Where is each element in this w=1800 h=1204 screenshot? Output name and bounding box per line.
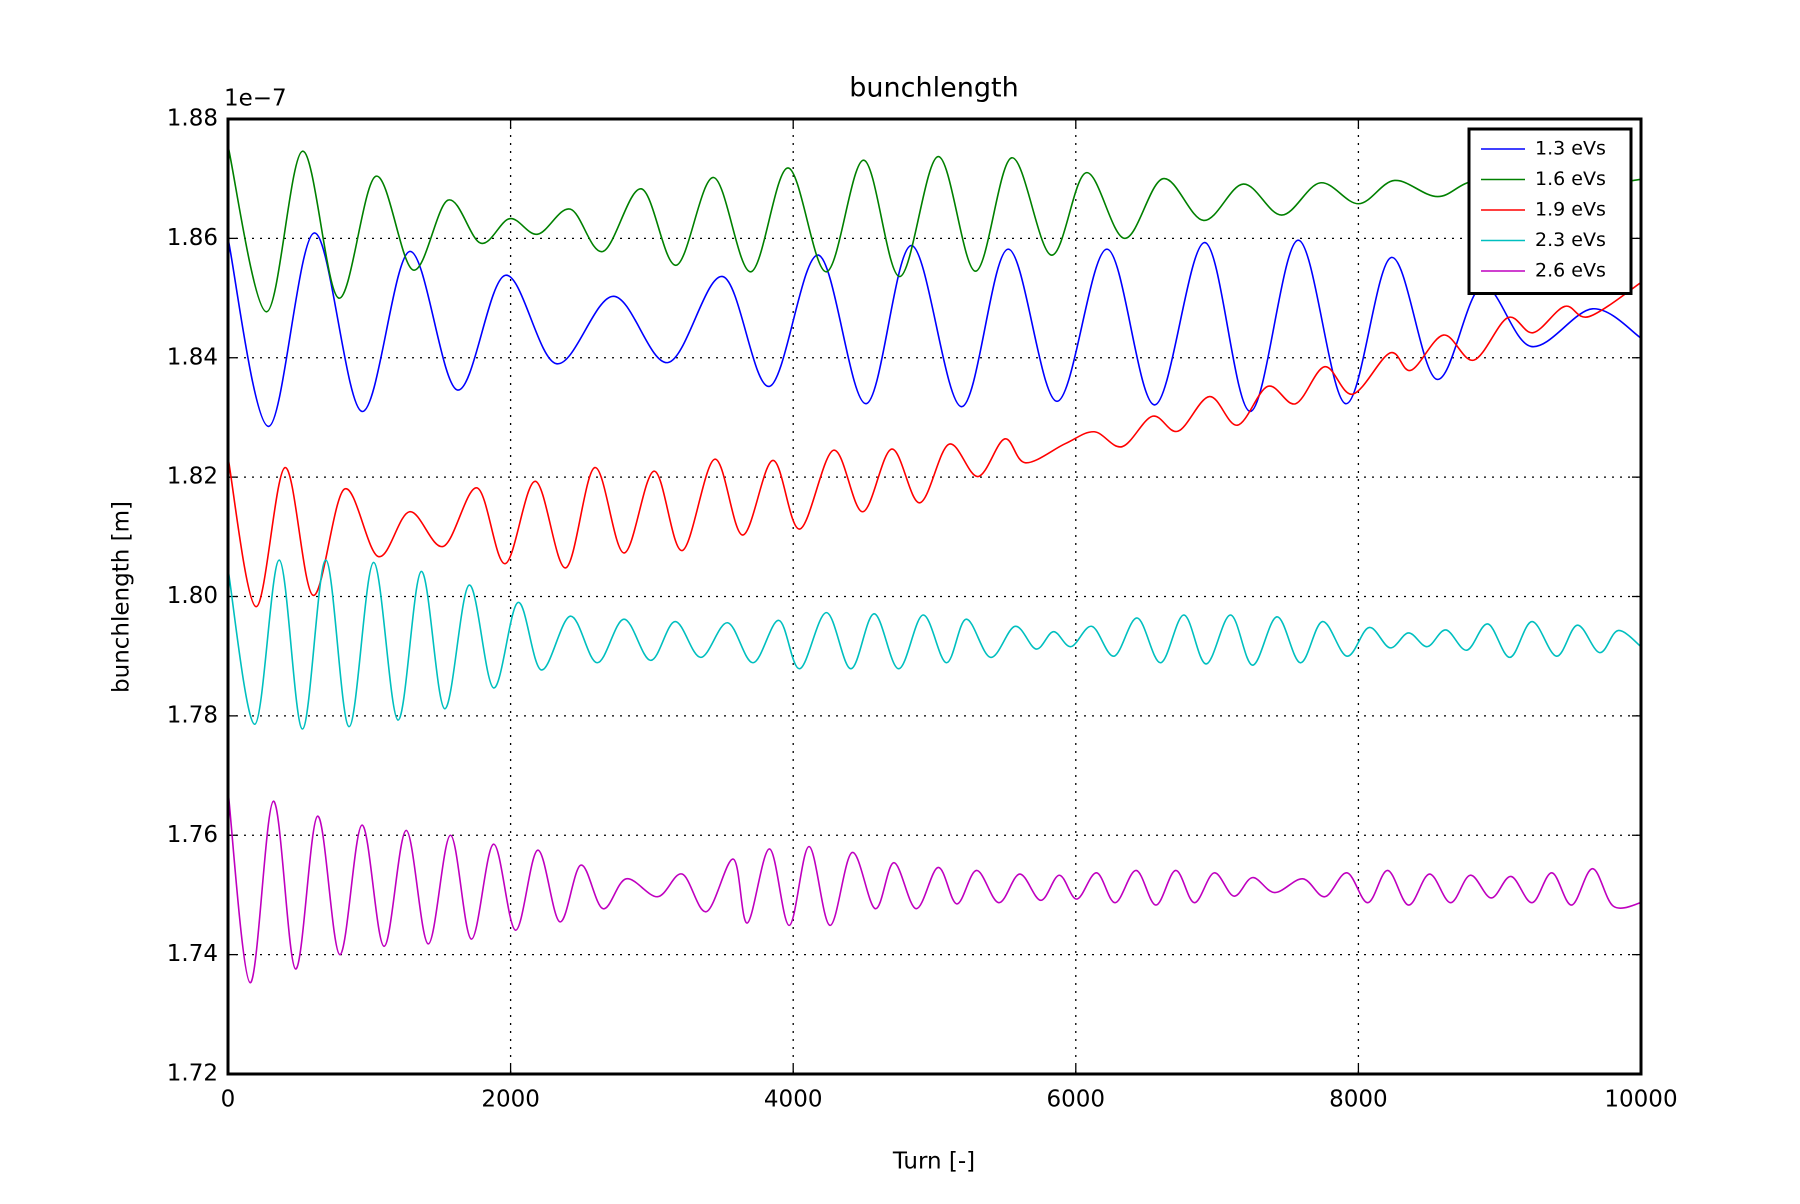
series-line xyxy=(228,232,1641,428)
y-tick-label: 1.80 xyxy=(167,583,218,609)
legend-box xyxy=(1467,127,1633,295)
legend-label: 1.6 eVs xyxy=(1535,168,1606,190)
y-tick-label: 1.72 xyxy=(167,1061,218,1087)
legend-label: 2.3 eVs xyxy=(1535,229,1606,251)
y-axis-label: bunchlength [m] xyxy=(109,501,135,693)
legend-label: 2.6 eVs xyxy=(1535,260,1606,282)
y-tick-label: 1.76 xyxy=(167,822,218,848)
y-tick-label: 1.74 xyxy=(167,941,218,967)
x-tick-label: 4000 xyxy=(764,1087,823,1113)
series-line xyxy=(228,281,1641,608)
legend-label: 1.3 eVs xyxy=(1535,138,1606,160)
y-tick-label: 1.86 xyxy=(167,225,218,251)
x-tick-label: 2000 xyxy=(481,1087,540,1113)
y-tick-label: 1.84 xyxy=(167,344,218,370)
y-tick-label: 1.82 xyxy=(167,464,218,490)
series-line xyxy=(228,790,1641,984)
y-offset-label: 1e−7 xyxy=(224,86,287,112)
y-tick-label: 1.78 xyxy=(167,702,218,728)
x-tick-label: 0 xyxy=(221,1087,236,1113)
x-tick-label: 6000 xyxy=(1047,1087,1106,1113)
plot-frame xyxy=(226,117,1643,1076)
series-line xyxy=(228,559,1641,730)
series-line xyxy=(228,145,1641,313)
y-tick-label: 1.88 xyxy=(167,106,218,132)
x-tick-label: 10000 xyxy=(1604,1087,1677,1113)
x-axis-label: Turn [-] xyxy=(892,1149,975,1175)
legend-label: 1.9 eVs xyxy=(1535,199,1606,221)
x-tick-label: 8000 xyxy=(1329,1087,1388,1113)
chart-title: bunchlength xyxy=(849,73,1018,104)
